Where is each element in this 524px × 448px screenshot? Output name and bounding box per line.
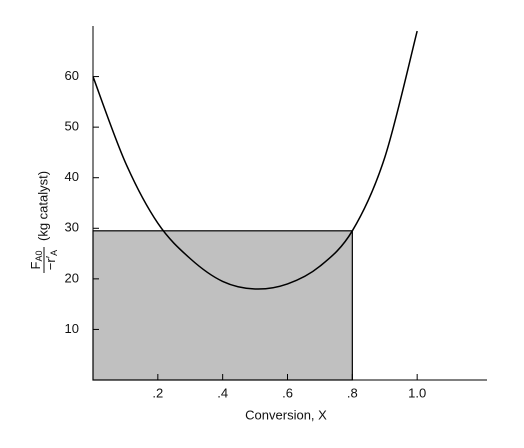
y-tick-label: 20 xyxy=(65,270,79,285)
y-tick-label: 40 xyxy=(65,169,79,184)
curve xyxy=(92,30,418,290)
y-label-unit: (kg catalyst) xyxy=(35,171,50,241)
x-tick-label: .4 xyxy=(217,385,228,400)
y-label-denominator: −r′A xyxy=(43,250,59,270)
y-label-numerator-sub: A0 xyxy=(34,251,44,262)
x-tick-label: .6 xyxy=(282,385,293,400)
y-label-numerator: FA0 xyxy=(28,251,44,270)
y-axis-label: FA0 −r′A (kg catalyst) xyxy=(28,171,59,273)
y-tick-label: 50 xyxy=(65,119,79,134)
x-tick-label: .2 xyxy=(152,385,163,400)
y-label-denominator-main: −r′ xyxy=(43,255,58,270)
x-axis-label: Conversion, X xyxy=(245,407,327,422)
shaded-area xyxy=(92,230,353,381)
y-label-denominator-sub: A xyxy=(49,250,59,256)
x-tick-label: 1.0 xyxy=(408,385,426,400)
y-tick-label: 60 xyxy=(65,68,79,83)
y-tick-label: 30 xyxy=(65,220,79,235)
y-tick-label: 10 xyxy=(65,321,79,336)
y-label-numerator-main: F xyxy=(28,261,43,269)
x-tick-label: .8 xyxy=(347,385,358,400)
